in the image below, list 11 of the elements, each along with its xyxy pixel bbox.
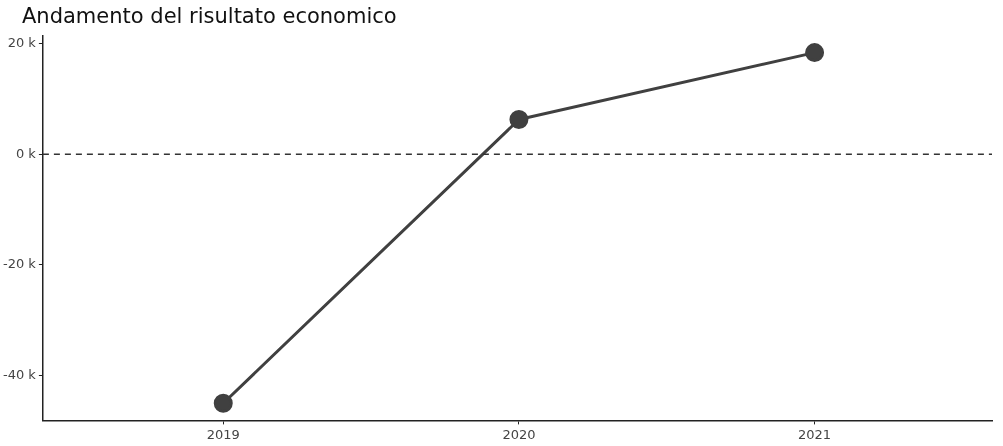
y-tick-label: -20 k bbox=[2, 256, 37, 272]
y-tick-label: 0 k bbox=[15, 145, 37, 161]
point bbox=[213, 393, 233, 413]
x-tick-label: 2020 bbox=[502, 426, 536, 442]
chart-title: Andamento del risultato economico bbox=[22, 4, 397, 28]
y-tick-label: -40 k bbox=[2, 366, 37, 382]
x-tick-label: 2021 bbox=[798, 426, 832, 442]
y-tick-label: 20 k bbox=[7, 35, 37, 51]
point bbox=[805, 43, 825, 63]
x-tick-label: 2019 bbox=[206, 426, 240, 442]
point bbox=[509, 110, 529, 130]
